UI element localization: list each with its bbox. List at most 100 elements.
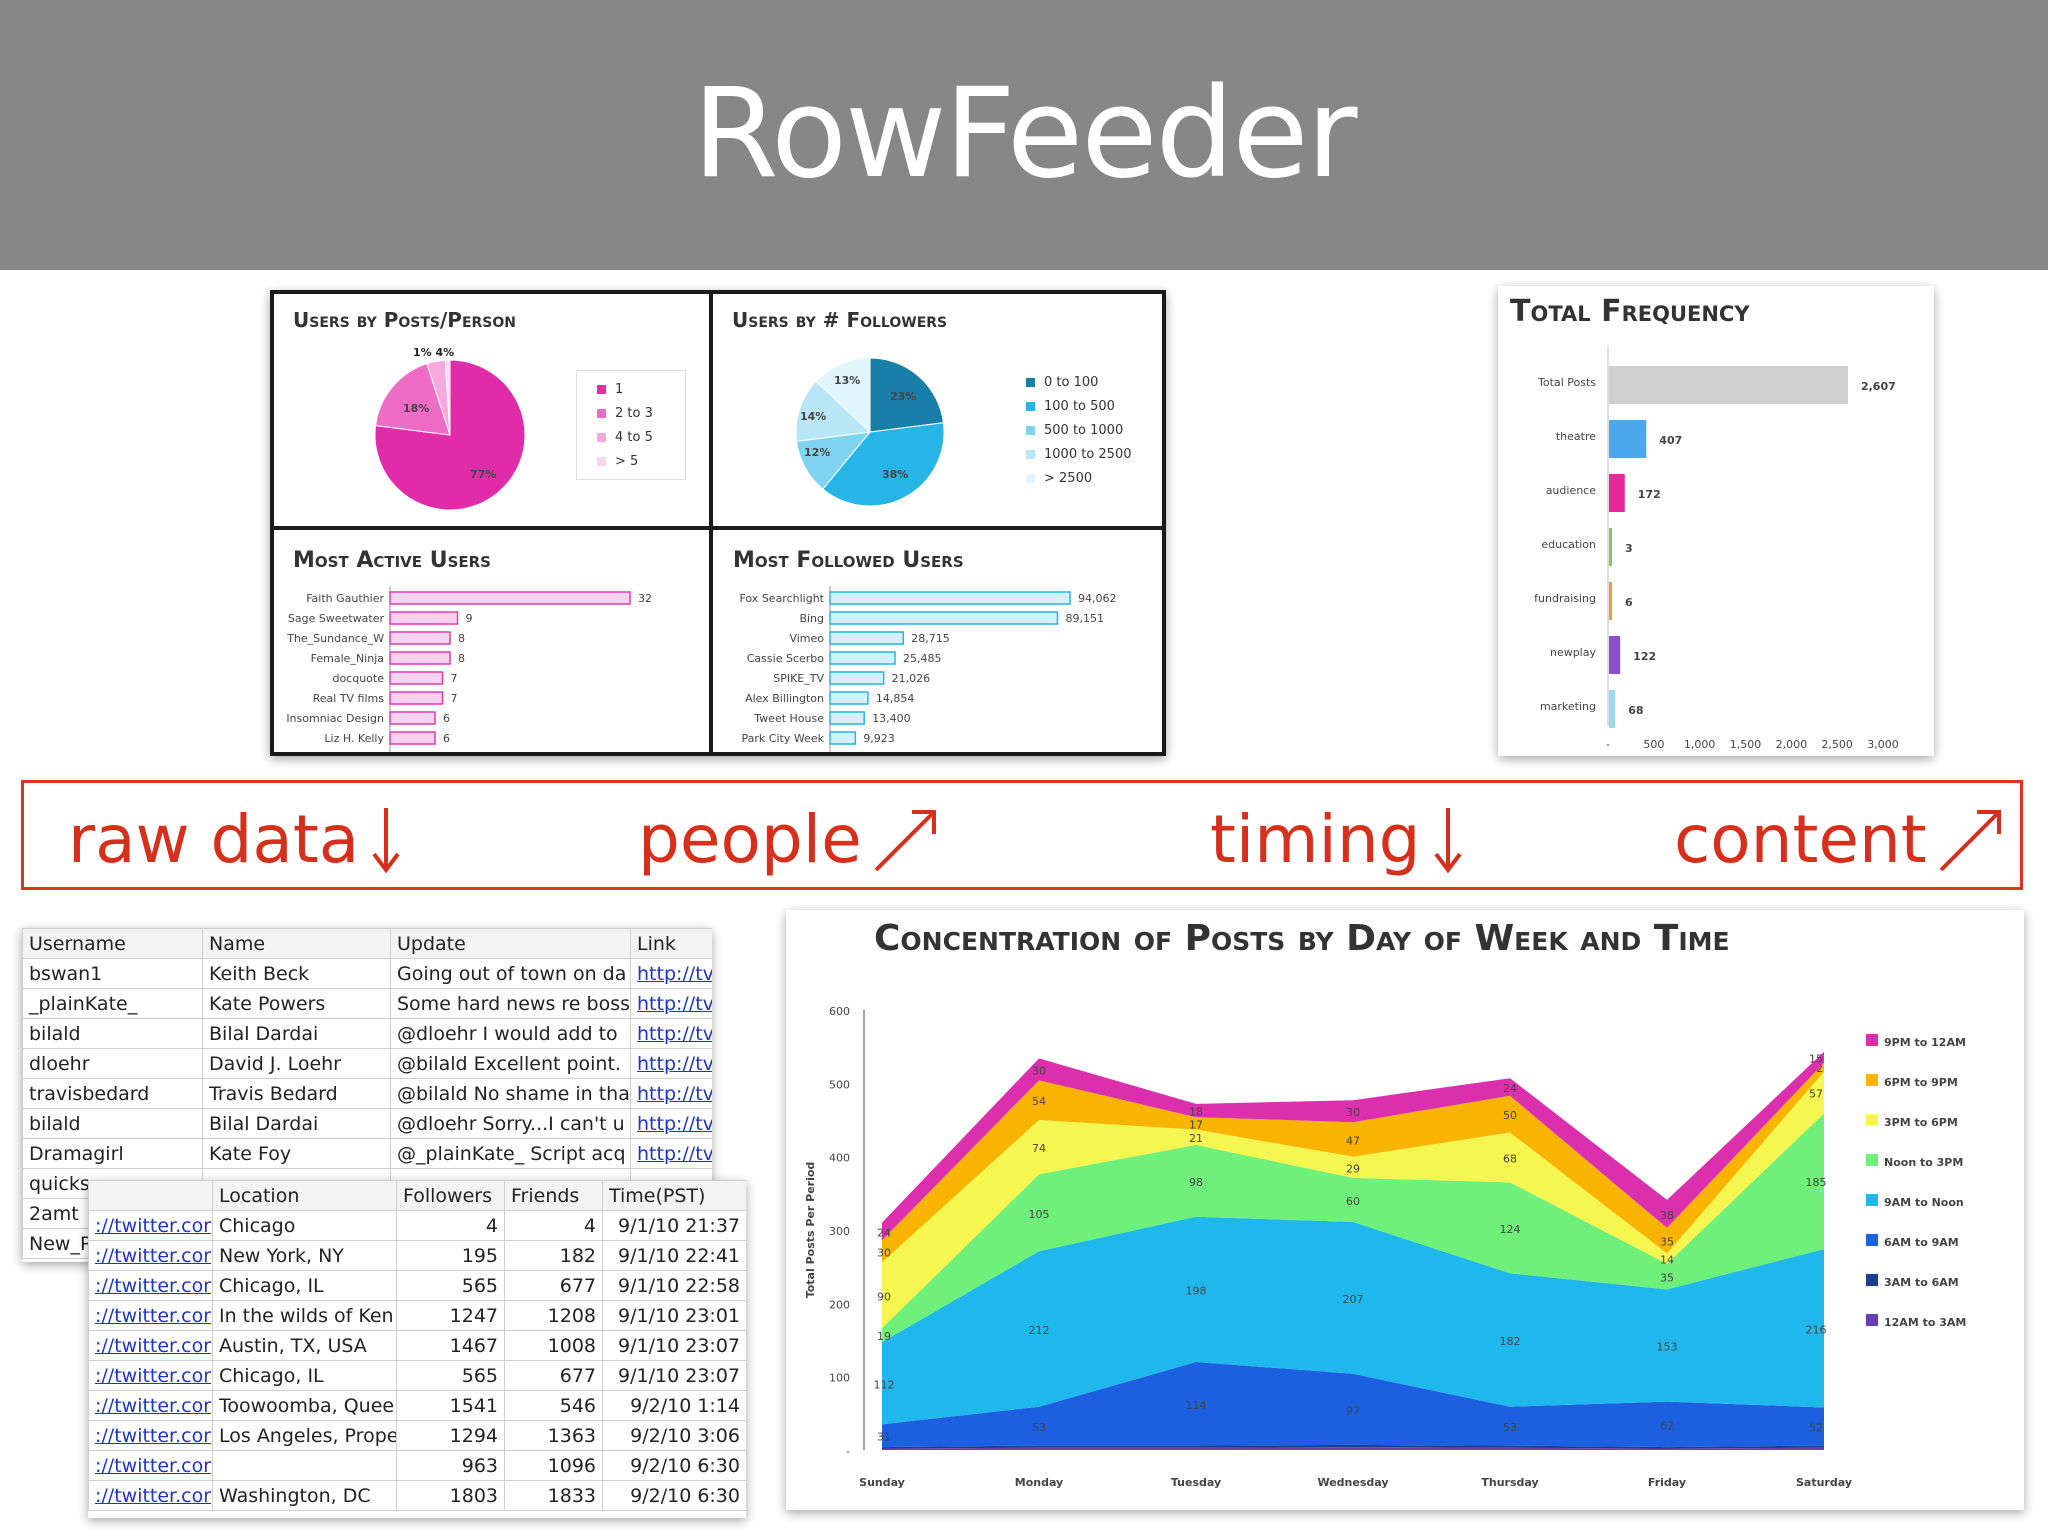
table-cell[interactable]: Austin, TX, USA [212, 1330, 397, 1361]
table-cell[interactable] [212, 1450, 397, 1481]
table-cell[interactable]: 4 [504, 1210, 603, 1241]
table-cell[interactable]: 1096 [504, 1450, 603, 1481]
table-cell[interactable]: ://twitter.cor [88, 1240, 213, 1271]
link-cell[interactable]: http://tv [637, 992, 712, 1015]
table-row[interactable]: ://twitter.cor Austin, TX, USA 1467 1008 9/1… [88, 1330, 746, 1361]
table-cell[interactable]: 9/2/10 6:30 [602, 1480, 746, 1511]
table-cell[interactable]: 9/2/10 6:30 [602, 1450, 746, 1481]
table-cell[interactable]: Kate Powers [202, 988, 391, 1019]
table-cell[interactable]: Chicago, IL [212, 1270, 397, 1301]
link-cell[interactable]: ://twitter.cor [95, 1484, 212, 1507]
link-cell[interactable]: ://twitter.cor [95, 1274, 212, 1297]
link-cell[interactable]: http://tv [637, 1082, 712, 1105]
table-row[interactable]: travisbedard Travis Bedard @bilald No sham… [22, 1078, 712, 1109]
table-cell[interactable]: 9/2/10 3:06 [602, 1420, 746, 1451]
table-row[interactable]: ://twitter.cor Washington, DC 1803 1833 9/2/… [88, 1480, 746, 1511]
table-cell[interactable]: ://twitter.cor [88, 1210, 213, 1241]
link-cell[interactable]: ://twitter.cor [95, 1304, 212, 1327]
column-header[interactable]: Location [212, 1180, 397, 1211]
table-cell[interactable]: 9/1/10 22:41 [602, 1240, 746, 1271]
link-cell[interactable]: http://tv [637, 962, 712, 985]
link-cell[interactable]: ://twitter.cor [95, 1364, 212, 1387]
table-cell[interactable]: ://twitter.cor [88, 1480, 213, 1511]
link-cell[interactable]: ://twitter.cor [95, 1394, 212, 1417]
table-cell[interactable]: Kate Foy [202, 1138, 391, 1169]
link-cell[interactable]: http://tv [637, 1112, 712, 1135]
table-row[interactable]: bswan1 Keith Beck Going out of town on da h… [22, 958, 712, 989]
table-cell[interactable]: http://tv [630, 1048, 712, 1079]
table-cell[interactable]: ://twitter.cor [88, 1300, 213, 1331]
link-cell[interactable]: http://tv [637, 1052, 712, 1075]
table-cell[interactable]: New York, NY [212, 1240, 397, 1271]
table-cell[interactable]: Keith Beck [202, 958, 391, 989]
table-cell[interactable]: 1833 [504, 1480, 603, 1511]
table-cell[interactable]: 1008 [504, 1330, 603, 1361]
table-cell[interactable]: ://twitter.cor [88, 1330, 213, 1361]
table-cell[interactable]: http://tv [630, 1078, 712, 1109]
table-row[interactable]: Dramagirl Kate Foy @_plainKate_ Script acq… [22, 1138, 712, 1169]
table-cell[interactable]: @bilald Excellent point. [390, 1048, 631, 1079]
table-row[interactable]: bilald Bilal Dardai @dloehr I would add to… [22, 1018, 712, 1049]
table-row[interactable]: ://twitter.cor In the wilds of Ken 1247 120… [88, 1300, 746, 1331]
table-cell[interactable]: 1294 [396, 1420, 505, 1451]
table-cell[interactable]: 4 [396, 1210, 505, 1241]
table-row[interactable]: _plainKate_ Kate Powers Some hard news re … [22, 988, 712, 1019]
table-cell[interactable]: 9/1/10 23:07 [602, 1330, 746, 1361]
table-cell[interactable]: ://twitter.cor [88, 1360, 213, 1391]
table-cell[interactable]: 1208 [504, 1300, 603, 1331]
link-cell[interactable]: http://tv [637, 1142, 712, 1165]
table-cell[interactable]: ://twitter.cor [88, 1450, 213, 1481]
table-cell[interactable]: @dloehr I would add to [390, 1018, 631, 1049]
table-cell[interactable]: Dramagirl [22, 1138, 203, 1169]
link-cell[interactable]: ://twitter.cor [95, 1454, 212, 1477]
table-cell[interactable]: travisbedard [22, 1078, 203, 1109]
table-row[interactable]: ://twitter.cor Toowoomba, Quee 1541 546 9/2/… [88, 1390, 746, 1421]
column-header[interactable] [88, 1180, 213, 1211]
table-cell[interactable]: In the wilds of Ken [212, 1300, 397, 1331]
table-cell[interactable]: ://twitter.cor [88, 1270, 213, 1301]
table-cell[interactable]: bilald [22, 1108, 203, 1139]
table-cell[interactable]: 1467 [396, 1330, 505, 1361]
table-cell[interactable]: bswan1 [22, 958, 203, 989]
table-cell[interactable]: ://twitter.cor [88, 1420, 213, 1451]
table-row[interactable]: ://twitter.cor Los Angeles, Prope 1294 1363… [88, 1420, 746, 1451]
column-header[interactable]: Update [390, 928, 631, 959]
table-cell[interactable]: 677 [504, 1360, 603, 1391]
table-cell[interactable]: 195 [396, 1240, 505, 1271]
table-cell[interactable]: 963 [396, 1450, 505, 1481]
table-cell[interactable]: http://tv [630, 958, 712, 989]
table-cell[interactable]: @_plainKate_ Script acq [390, 1138, 631, 1169]
table-cell[interactable]: @dloehr Sorry...I can't u [390, 1108, 631, 1139]
table-cell[interactable]: 1247 [396, 1300, 505, 1331]
table-row[interactable]: dloehr David J. Loehr @bilald Excellent po… [22, 1048, 712, 1079]
table-cell[interactable]: 9/2/10 1:14 [602, 1390, 746, 1421]
table-cell[interactable]: Chicago, IL [212, 1360, 397, 1391]
table-cell[interactable]: 565 [396, 1360, 505, 1391]
table-cell[interactable]: David J. Loehr [202, 1048, 391, 1079]
table-cell[interactable]: 9/1/10 23:01 [602, 1300, 746, 1331]
table-cell[interactable]: Going out of town on da [390, 958, 631, 989]
table-cell[interactable]: http://tv [630, 1138, 712, 1169]
table-cell[interactable]: 9/1/10 23:07 [602, 1360, 746, 1391]
table-cell[interactable]: Washington, DC [212, 1480, 397, 1511]
table-cell[interactable]: 677 [504, 1270, 603, 1301]
table-cell[interactable]: 1803 [396, 1480, 505, 1511]
link-cell[interactable]: ://twitter.cor [95, 1334, 212, 1357]
column-header[interactable]: Link [630, 928, 712, 959]
table-cell[interactable]: bilald [22, 1018, 203, 1049]
column-header[interactable]: Username [22, 928, 203, 959]
table-cell[interactable]: 9/1/10 21:37 [602, 1210, 746, 1241]
table-cell[interactable]: Los Angeles, Prope [212, 1420, 397, 1451]
table-row[interactable]: bilald Bilal Dardai @dloehr Sorry...I can'… [22, 1108, 712, 1139]
table-row[interactable]: ://twitter.cor Chicago, IL 565 677 9/1/10 23… [88, 1360, 746, 1391]
column-header[interactable]: Time(PST) [602, 1180, 746, 1211]
column-header[interactable]: Friends [504, 1180, 603, 1211]
link-cell[interactable]: ://twitter.cor [95, 1424, 212, 1447]
table-cell[interactable]: http://tv [630, 1108, 712, 1139]
table-cell[interactable]: 9/1/10 22:58 [602, 1270, 746, 1301]
column-header[interactable]: Name [202, 928, 391, 959]
link-cell[interactable]: http://tv [637, 1022, 712, 1045]
table-cell[interactable]: dloehr [22, 1048, 203, 1079]
table-cell[interactable]: ://twitter.cor [88, 1390, 213, 1421]
column-header[interactable]: Followers [396, 1180, 505, 1211]
